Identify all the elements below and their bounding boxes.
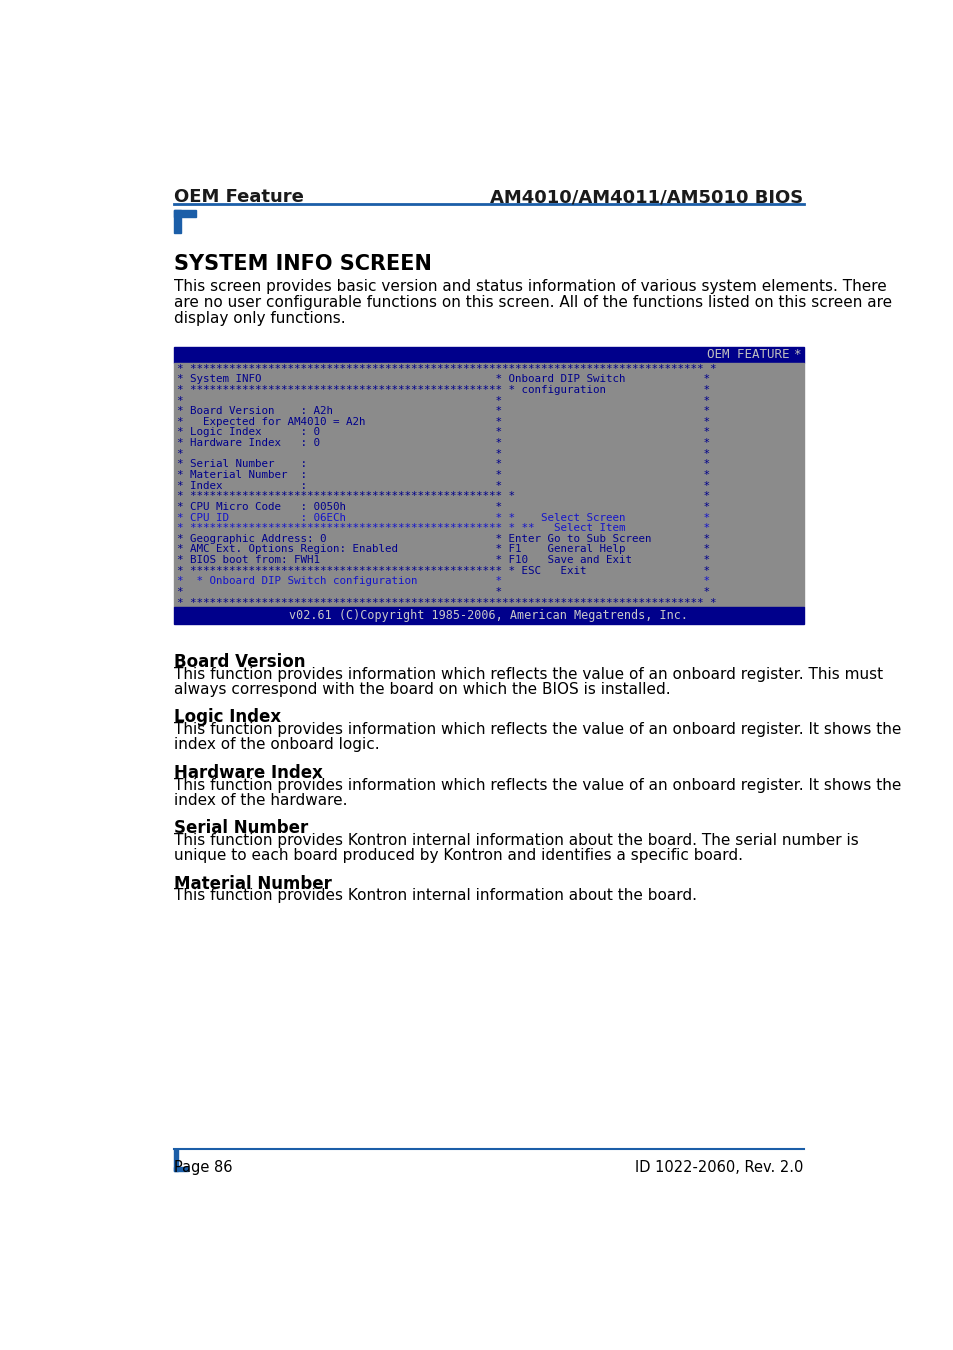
- Text: Board Version: Board Version: [174, 653, 306, 671]
- Text: index of the hardware.: index of the hardware.: [174, 792, 348, 807]
- Text: *  * Onboard DIP Switch configuration            *                              : * * Onboard DIP Switch configuration *: [177, 576, 710, 586]
- Text: * Serial Number    :                             *                              : * Serial Number : *: [177, 459, 710, 470]
- Bar: [174, 209, 195, 217]
- Text: * BIOS boot from: FWH1                           * F10   Save and Exit          : * BIOS boot from: FWH1 * F10 Save and Ex…: [177, 555, 710, 566]
- Text: This function provides Kontron internal information about the board. The serial : This function provides Kontron internal …: [174, 833, 858, 848]
- Text: * System INFO                                    * Onboard DIP Switch           : * System INFO * Onboard DIP Switch: [177, 374, 710, 385]
- Text: * AMC Ext. Options Region: Enabled               * F1    General Help           : * AMC Ext. Options Region: Enabled * F1 …: [177, 544, 710, 555]
- Text: This function provides Kontron internal information about the board.: This function provides Kontron internal …: [174, 888, 697, 903]
- Text: *: *: [792, 348, 800, 362]
- Text: * Material Number  :                             *                              : * Material Number : *: [177, 470, 710, 481]
- Text: This function provides information which reflects the value of an onboard regist: This function provides information which…: [174, 722, 901, 737]
- Text: v02.61 (C)Copyright 1985-2006, American Megatrends, Inc.: v02.61 (C)Copyright 1985-2006, American …: [289, 609, 688, 622]
- Text: *                                                *                              : * *: [177, 587, 710, 597]
- Text: * CPU Micro Code   : 0050h                       *                              : * CPU Micro Code : 0050h *: [177, 502, 710, 512]
- Text: Serial Number: Serial Number: [174, 819, 308, 837]
- Text: unique to each board produced by Kontron and identifies a specific board.: unique to each board produced by Kontron…: [174, 848, 742, 864]
- Text: always correspond with the board on which the BIOS is installed.: always correspond with the board on whic…: [174, 682, 670, 697]
- Bar: [174, 1149, 178, 1170]
- Text: Material Number: Material Number: [174, 875, 332, 892]
- Text: *                                                *                              : * *: [177, 396, 710, 405]
- Text: OEM FEATURE: OEM FEATURE: [706, 348, 789, 362]
- Bar: [174, 608, 802, 624]
- Text: * Board Version    : A2h                         *                              : * Board Version : A2h *: [177, 406, 710, 416]
- Text: * Index            :                             *                              : * Index : *: [177, 481, 710, 490]
- Text: * Hardware Index   : 0                           *                              : * Hardware Index : 0 *: [177, 439, 710, 448]
- Text: * ************************************************ *                            : * **************************************…: [177, 491, 710, 501]
- Text: * Geographic Address: 0                          * Enter Go to Sub Screen       : * Geographic Address: 0 * Enter Go to Su…: [177, 533, 710, 544]
- Text: * ************************************************ * ESC   Exit                 : * **************************************…: [177, 566, 710, 575]
- Bar: [174, 1166, 188, 1170]
- Text: *                                                *                              : * *: [177, 448, 710, 459]
- Text: This function provides information which reflects the value of an onboard regist: This function provides information which…: [174, 778, 901, 792]
- Text: * Logic Index      : 0                           *                              : * Logic Index : 0 *: [177, 428, 710, 437]
- Text: * ************************************************ * **   Select Item           : * **************************************…: [177, 524, 710, 533]
- Bar: [174, 209, 181, 232]
- Text: Hardware Index: Hardware Index: [174, 764, 323, 782]
- Text: This function provides information which reflects the value of an onboard regist: This function provides information which…: [174, 667, 882, 682]
- Text: ID 1022-2060, Rev. 2.0: ID 1022-2060, Rev. 2.0: [635, 1160, 802, 1174]
- Text: Page 86: Page 86: [174, 1160, 233, 1174]
- Text: display only functions.: display only functions.: [174, 312, 346, 327]
- Text: AM4010/AM4011/AM5010 BIOS: AM4010/AM4011/AM5010 BIOS: [490, 188, 802, 207]
- Text: OEM Feature: OEM Feature: [174, 188, 304, 207]
- Text: index of the onboard logic.: index of the onboard logic.: [174, 737, 379, 752]
- Bar: [174, 347, 802, 363]
- Text: SYSTEM INFO SCREEN: SYSTEM INFO SCREEN: [174, 254, 432, 274]
- Text: Logic Index: Logic Index: [174, 709, 281, 726]
- Text: are no user configurable functions on this screen. All of the functions listed o: are no user configurable functions on th…: [174, 296, 891, 310]
- Text: * ************************************************ * configuration              : * **************************************…: [177, 385, 710, 396]
- Text: * CPU ID           : 06ECh                       * *    Select Screen           : * CPU ID : 06ECh * * Select Screen: [177, 513, 710, 522]
- Text: *   Expected for AM4010 = A2h                    *                              : * Expected for AM4010 = A2h *: [177, 417, 710, 427]
- Text: * ******************************************************************************: * **************************************…: [177, 598, 716, 608]
- Bar: [174, 363, 802, 608]
- Text: This screen provides basic version and status information of various system elem: This screen provides basic version and s…: [174, 279, 886, 294]
- Text: * ******************************************************************************: * **************************************…: [177, 363, 716, 374]
